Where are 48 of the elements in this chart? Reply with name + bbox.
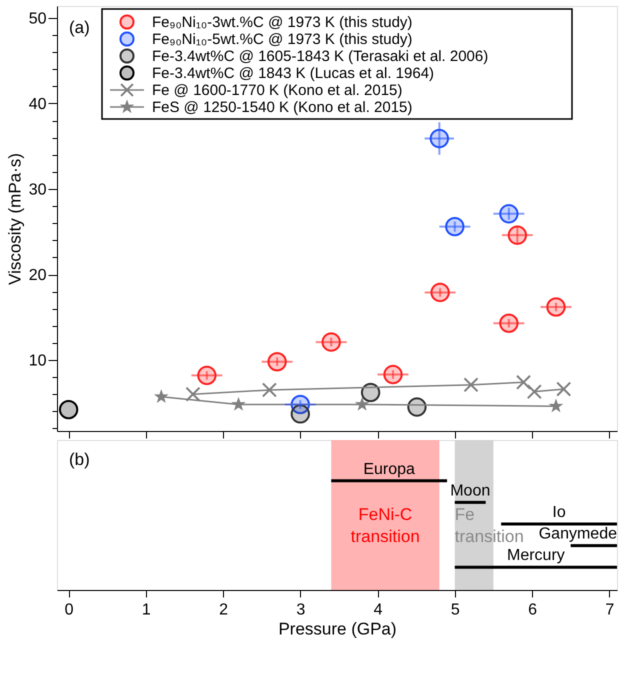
y-tick-label: 40 [28,96,47,113]
annotation: (a) [69,18,90,37]
point [58,400,78,420]
annotation: (b) [69,450,90,469]
legend-label: Fe-3.4wt%C @ 1605-1843 K (Terasaki et al. 2006) [152,48,488,65]
point [360,382,380,402]
x-tick-label: 5 [450,602,460,618]
point [463,377,479,392]
point [185,386,200,402]
point [526,384,542,400]
y-tick-label: 30 [28,182,47,198]
y-tick-label: 10 [28,352,47,370]
point [154,390,168,402]
bar [331,479,448,482]
legend-label: Fe₉₀Ni₁₀-3wt.%C @ 1973 K (this study) [152,14,412,31]
legend-label: Fe @ 1600-1770 K (Kono et al. 2015) [152,82,402,99]
point [356,398,368,410]
x-tick-label: 0 [64,602,74,618]
bar [501,522,617,526]
bar [454,566,617,569]
x-tick-label: 6 [528,602,538,618]
category-label: Io [552,504,566,521]
point [556,382,572,397]
point [550,400,562,412]
x-tick-label: 2 [219,602,228,618]
legend-label: Fe-3.4wt%C @ 1843 K (Lucas et al. 1964) [152,65,434,82]
x-tick-label: 3 [296,602,306,618]
x-axis-title: Pressure (GPa) [278,620,397,638]
category-label: Mercury [507,547,565,564]
legend-label: Fe₉₀Ni₁₀-5wt.%C @ 1973 K (this study) [152,31,412,48]
point [262,382,277,398]
category-label: Moon [450,482,490,500]
band-label: FeNi-C transition [350,505,420,546]
x-tick-label: 1 [142,602,151,618]
y-tick-label: 20 [28,267,47,284]
y-axis-title: Viscosity (mPa·s) [6,153,25,285]
category-label: Europa [363,460,415,478]
x-tick-label: 7 [605,602,614,618]
y-tick-label: 50 [28,10,47,28]
category-label: Ganymede [538,526,617,543]
point [232,398,245,410]
band-label: Fe transition [454,505,524,546]
x-tick-label: 4 [374,602,383,618]
point [290,404,310,424]
legend-label: FeS @ 1250-1540 K (Kono et al. 2015) [152,99,412,116]
point [516,374,532,390]
bar [570,544,617,548]
bar [454,500,486,504]
